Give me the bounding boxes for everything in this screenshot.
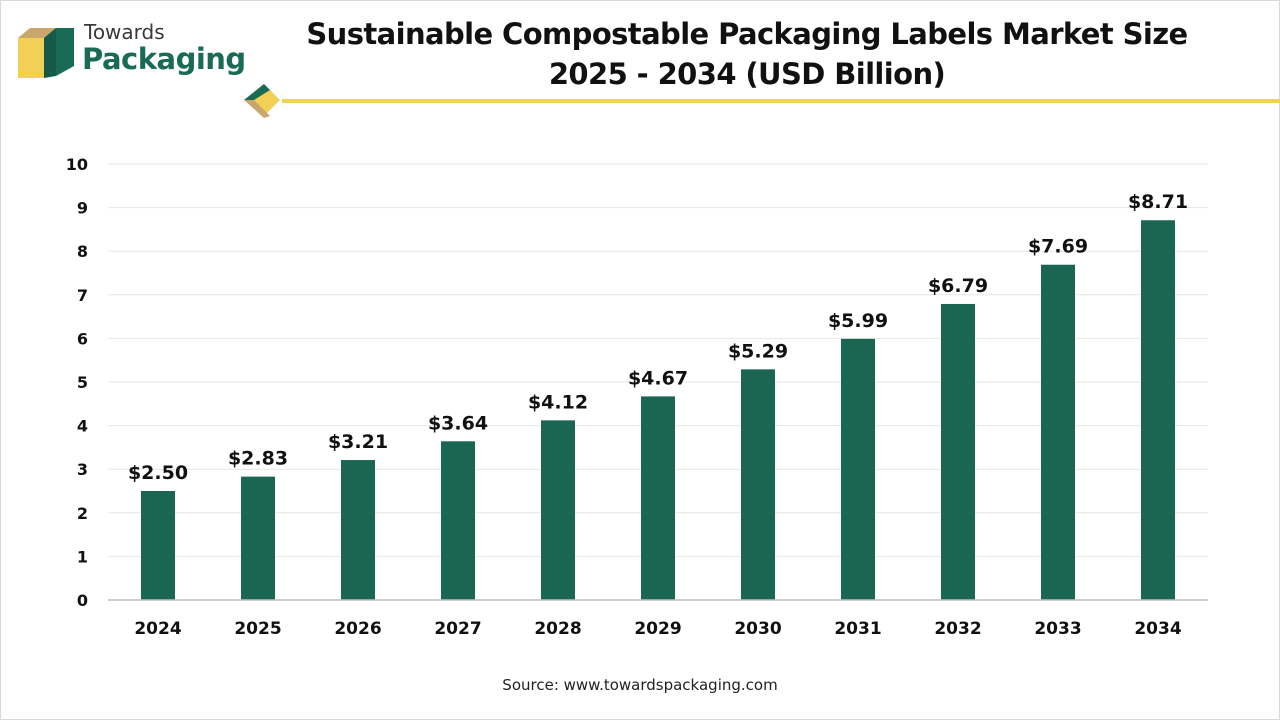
y-tick-label: 7 <box>77 286 88 305</box>
y-axis-ticks: 0 1 2 3 4 5 6 7 8 9 10 <box>66 155 88 610</box>
data-label: $3.64 <box>428 412 488 434</box>
y-tick-label: 3 <box>77 460 88 479</box>
data-label: $5.29 <box>728 340 788 362</box>
bar <box>941 303 975 600</box>
x-tick-label: 2029 <box>634 619 681 639</box>
brand-name-line1: Towards <box>84 20 165 44</box>
bar <box>241 476 275 600</box>
bar <box>341 460 375 600</box>
bar <box>841 338 875 600</box>
data-label: $3.21 <box>328 431 388 453</box>
header-divider <box>244 84 1280 118</box>
y-tick-label: 8 <box>77 242 88 261</box>
x-tick-label: 2024 <box>134 619 181 639</box>
y-tick-label: 0 <box>77 591 88 610</box>
y-tick-label: 2 <box>77 504 88 523</box>
x-tick-label: 2033 <box>1034 619 1081 639</box>
y-tick-label: 1 <box>77 547 88 566</box>
data-label: $7.69 <box>1028 236 1088 258</box>
chart-title-line1: Sustainable Compostable Packaging Labels… <box>306 17 1188 51</box>
x-axis-ticks: 2024 2025 2026 2027 2028 2029 2030 2031 2032 2033… <box>134 619 1181 639</box>
bar <box>141 491 175 600</box>
data-label: $2.83 <box>228 448 288 470</box>
bar <box>741 369 775 600</box>
y-tick-label: 10 <box>66 155 88 174</box>
brand-name-line2: Packaging <box>82 42 246 76</box>
data-label: $6.79 <box>928 275 988 297</box>
x-tick-label: 2032 <box>934 619 981 639</box>
bar <box>541 420 575 600</box>
bar <box>1041 264 1075 600</box>
bar <box>441 441 475 600</box>
x-tick-label: 2026 <box>334 619 381 639</box>
y-tick-label: 9 <box>77 199 88 218</box>
x-tick-label: 2028 <box>534 619 581 639</box>
bars <box>141 220 1175 600</box>
x-tick-label: 2031 <box>834 619 881 639</box>
bar <box>641 396 675 600</box>
divider-line <box>282 99 1280 103</box>
data-label: $4.12 <box>528 391 588 413</box>
chart-title-line2: 2025 - 2034 (USD Billion) <box>548 57 946 91</box>
y-tick-label: 6 <box>77 329 88 348</box>
x-tick-label: 2034 <box>1134 619 1181 639</box>
divider-diamond-gold <box>244 84 280 116</box>
source-note: Source: www.towardspackaging.com <box>502 676 778 694</box>
logo-box-icon <box>18 28 74 78</box>
brand-logo: Towards Packaging <box>14 16 246 82</box>
divider-diamond-tan <box>244 100 270 118</box>
data-label: $8.71 <box>1128 191 1188 213</box>
data-labels: $2.50 $2.83 $3.21 $3.64 $4.12 $4.67 $5.29 $5.99… <box>128 191 1188 484</box>
data-label: $2.50 <box>128 462 188 484</box>
bar <box>1141 220 1175 600</box>
divider-diamond-green <box>244 84 270 100</box>
x-tick-label: 2027 <box>434 619 481 639</box>
data-label: $4.67 <box>628 367 688 389</box>
x-tick-label: 2030 <box>734 619 781 639</box>
data-label: $5.99 <box>828 310 888 332</box>
y-tick-label: 5 <box>77 373 88 392</box>
x-tick-label: 2025 <box>234 619 281 639</box>
chart-title: Sustainable Compostable Packaging Labels… <box>280 14 1214 94</box>
grid-lines <box>108 163 1208 557</box>
y-tick-label: 4 <box>77 417 88 436</box>
